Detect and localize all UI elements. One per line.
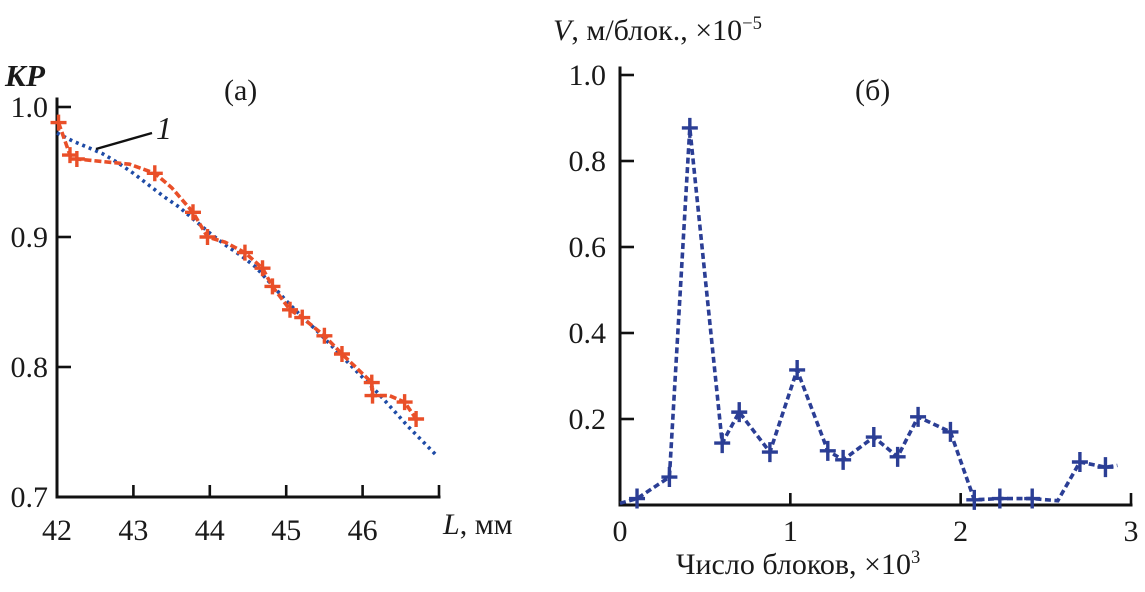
panel-b-x-tick-label: 0 — [613, 515, 628, 548]
panel-a-x-axis-label-units: , мм — [459, 508, 513, 541]
panel-a-y-tick-label: 0.7 — [11, 481, 49, 514]
panel-a-x-axis-label-symbol: L — [443, 508, 460, 541]
panel-b-y-tick-label: 1.0 — [569, 59, 607, 92]
panel-b-x-tick-label: 2 — [953, 515, 968, 548]
panel-a-series-2-markers — [50, 114, 425, 427]
panel-a-x-axis-label: L, мм — [443, 510, 513, 540]
panel-b-y-tick-label: 0.2 — [569, 403, 607, 436]
panel-b-label: (б) — [855, 74, 891, 107]
panel-a-series-1-line — [56, 131, 437, 456]
panel-b-x-axis-label-exponent: 3 — [910, 547, 921, 568]
panel-a-y-tick-label: 1.0 — [11, 91, 49, 124]
panel-a-annotation-leader-line — [95, 131, 153, 151]
panel-b-x-axis-label: Число блоков, ×103 — [676, 547, 921, 581]
panel-a-series-2-line — [56, 121, 418, 421]
panel-b-x-tick-label: 3 — [1124, 515, 1139, 548]
panel-a-x-tick-label: 43 — [118, 514, 148, 547]
panel-b-y-axis-title-units: , м/блок., ×10 — [571, 13, 743, 47]
panel-b-y-axis-title: V, м/блок., ×10−5 — [553, 13, 762, 47]
panel-a-x-tick-label: 46 — [348, 514, 378, 547]
panel-a-y-tick-label: 0.8 — [11, 351, 49, 384]
panel-b-y-tick-label: 0.8 — [569, 145, 607, 178]
panel-a-label: (а) — [224, 74, 258, 107]
panel-a-x-tick-label: 44 — [195, 514, 225, 547]
panel-a-x-tick-label: 42 — [42, 514, 72, 547]
panel-b-series-1-line — [619, 127, 1118, 506]
panel-b-y-axis-title-symbol: V — [553, 13, 572, 47]
panel-b-x-tick-label: 1 — [783, 515, 798, 548]
panel-b-x-axis-label-text: Число блоков, ×10 — [676, 547, 911, 581]
panel-a-y-axis-title: КР — [5, 58, 45, 93]
panel-b-series-1-markers — [629, 117, 1114, 510]
panel-a-axes — [55, 97, 441, 499]
panel-b-y-tick-label: 0.4 — [569, 317, 607, 350]
panel-a-x-tick-label: 45 — [271, 514, 301, 547]
panel-b-y-axis-title-exponent: −5 — [742, 13, 762, 34]
panel-a-y-tick-label: 0.9 — [11, 221, 49, 254]
curve-1-annotation: 1 — [156, 110, 172, 146]
panel-b-y-tick-label: 0.6 — [569, 231, 607, 264]
